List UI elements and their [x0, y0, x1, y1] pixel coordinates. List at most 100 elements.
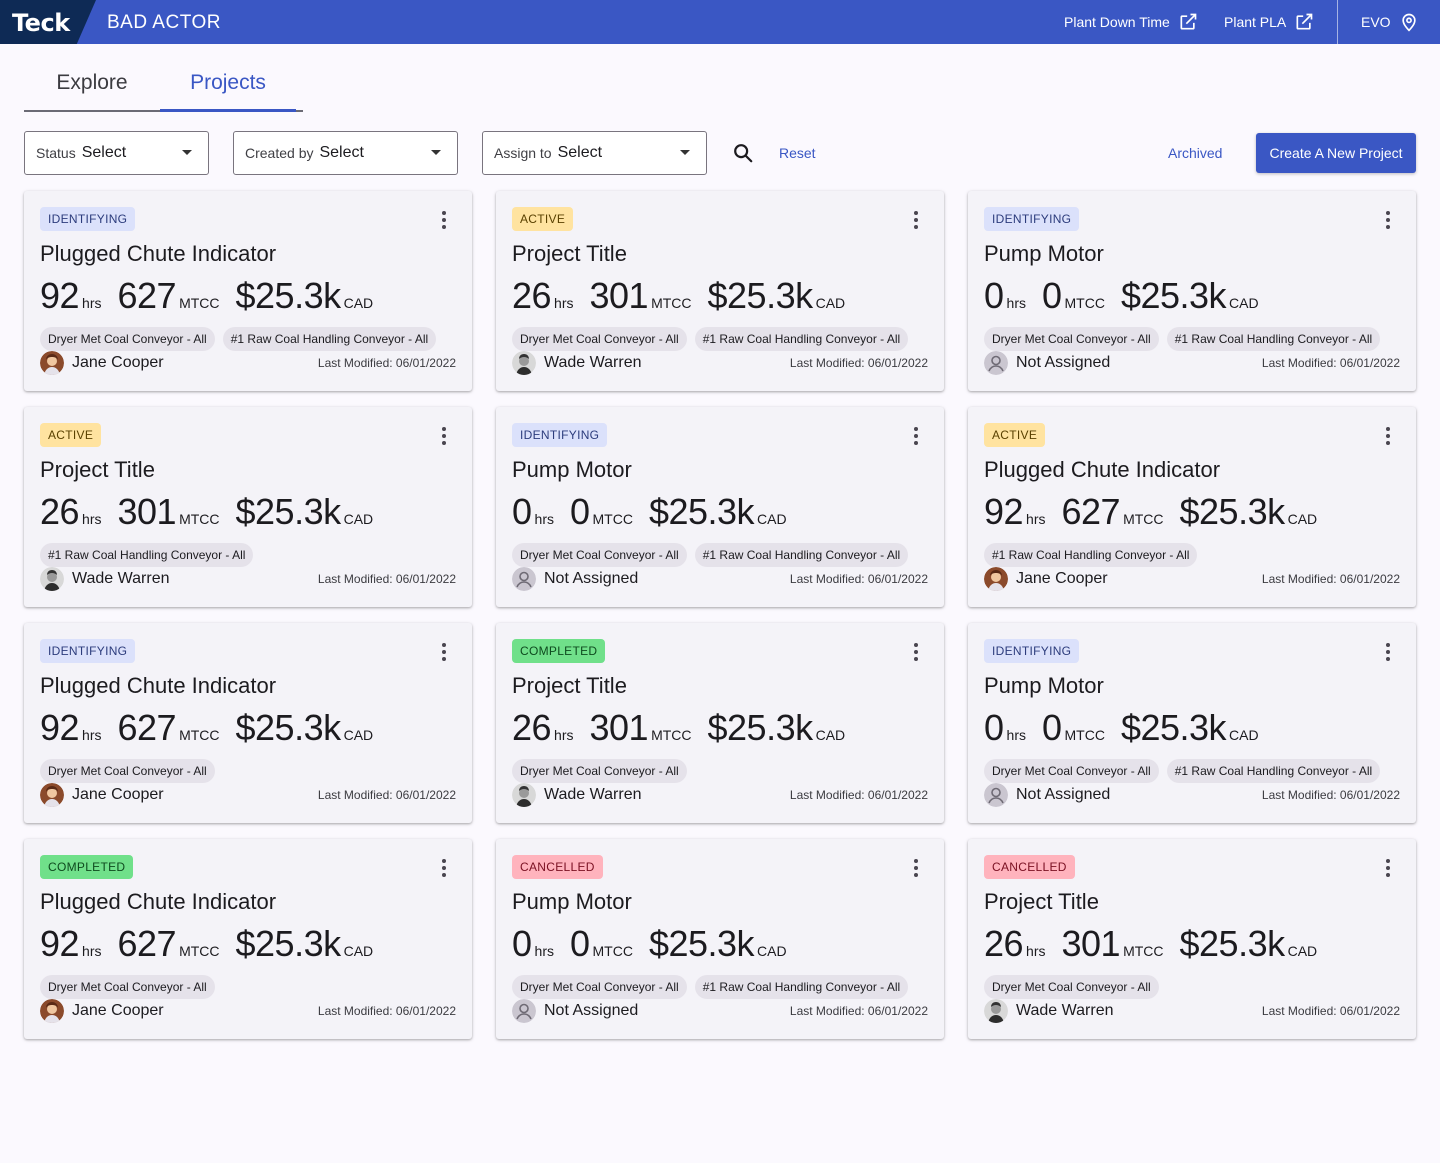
hours-unit: hrs — [534, 511, 554, 527]
avatar — [40, 567, 64, 591]
status-badge: IDENTIFYING — [40, 639, 136, 663]
caret-down-icon — [431, 150, 441, 155]
archived-link[interactable]: Archived — [1168, 145, 1223, 161]
avatar — [512, 567, 536, 591]
reset-link[interactable]: Reset — [779, 145, 816, 161]
assign-to-filter-label: Assign to — [494, 145, 552, 161]
mtcc-unit: MTCC — [592, 511, 633, 527]
project-card[interactable]: CANCELLED Pump Motor 0 hrs 0 MTCC $25.3k… — [496, 839, 944, 1039]
mtcc-unit: MTCC — [1123, 511, 1164, 527]
area-tag: Dryer Met Coal Conveyor - All — [984, 975, 1159, 999]
project-card[interactable]: COMPLETED Project Title 26 hrs 301 MTCC … — [496, 623, 944, 823]
area-tag: #1 Raw Coal Handling Conveyor - All — [1166, 327, 1381, 351]
status-badge: IDENTIFYING — [984, 639, 1080, 663]
hours-value: 92 — [984, 491, 1024, 532]
last-modified: Last Modified: 06/01/2022 — [1261, 356, 1400, 370]
area-tag: Dryer Met Coal Conveyor - All — [40, 759, 215, 783]
assignee-name: Jane Cooper — [72, 786, 164, 803]
more-options-icon[interactable] — [908, 426, 924, 446]
more-options-icon[interactable] — [1380, 642, 1396, 662]
area-tags: Dryer Met Coal Conveyor - All — [40, 759, 215, 783]
assignee: Not Assigned — [984, 351, 1110, 375]
created-by-filter[interactable]: Created by Select — [233, 131, 458, 175]
location-pin-icon — [1401, 13, 1416, 32]
hours-value: 0 — [984, 275, 1004, 316]
hours-value: 92 — [40, 923, 80, 964]
avatar — [984, 351, 1008, 375]
area-tags: Dryer Met Coal Conveyor - All #1 Raw Coal… — [512, 327, 909, 351]
hours-value: 26 — [512, 707, 552, 748]
assignee-name: Jane Cooper — [72, 354, 164, 371]
assignee-name: Wade Warren — [72, 570, 170, 587]
teck-logo[interactable]: Teck — [0, 0, 96, 44]
evo-label: EVO — [1361, 14, 1391, 30]
project-metrics: 26 hrs 301 MTCC $25.3k CAD — [984, 923, 1333, 964]
project-card[interactable]: IDENTIFYING Pump Motor 0 hrs 0 MTCC $25.… — [968, 191, 1416, 391]
more-options-icon[interactable] — [1380, 210, 1396, 230]
hours-unit: hrs — [1026, 943, 1046, 959]
assign-to-filter[interactable]: Assign to Select — [482, 131, 707, 175]
status-badge: IDENTIFYING — [512, 423, 608, 447]
area-tag: #1 Raw Coal Handling Conveyor - All — [694, 327, 909, 351]
project-card[interactable]: COMPLETED Plugged Chute Indicator 92 hrs… — [24, 839, 472, 1039]
project-card[interactable]: IDENTIFYING Plugged Chute Indicator 92 h… — [24, 191, 472, 391]
assignee: Wade Warren — [512, 351, 642, 375]
status-badge: CANCELLED — [512, 855, 603, 879]
area-tag: Dryer Met Coal Conveyor - All — [512, 327, 687, 351]
avatar — [984, 999, 1008, 1023]
assignee-name: Not Assigned — [544, 1002, 639, 1019]
last-modified: Last Modified: 06/01/2022 — [317, 356, 456, 370]
mtcc-value: 301 — [1061, 923, 1121, 964]
create-project-button[interactable]: Create A New Project — [1256, 133, 1416, 173]
evo-link[interactable]: EVO — [1361, 12, 1419, 32]
more-options-icon[interactable] — [436, 858, 452, 878]
project-title: Project Title — [512, 673, 627, 698]
project-card[interactable]: ACTIVE Project Title 26 hrs 301 MTCC $25… — [24, 407, 472, 607]
project-card[interactable]: CANCELLED Project Title 26 hrs 301 MTCC … — [968, 839, 1416, 1039]
header-divider — [1337, 0, 1338, 44]
tab-explore[interactable]: Explore — [56, 71, 128, 94]
more-options-icon[interactable] — [908, 642, 924, 662]
last-modified: Last Modified: 06/01/2022 — [317, 572, 456, 586]
plant-down-time-link[interactable]: Plant Down Time — [1064, 12, 1198, 32]
plant-pla-link[interactable]: Plant PLA — [1224, 12, 1314, 32]
more-options-icon[interactable] — [908, 858, 924, 878]
more-options-icon[interactable] — [1380, 426, 1396, 446]
cost-value: $25.3k — [707, 707, 814, 748]
plant-down-time-label: Plant Down Time — [1064, 14, 1170, 30]
avatar — [984, 783, 1008, 807]
cost-value: $25.3k — [707, 275, 814, 316]
external-link-icon — [1180, 13, 1197, 30]
more-options-icon[interactable] — [436, 426, 452, 446]
area-tag: Dryer Met Coal Conveyor - All — [984, 759, 1159, 783]
hours-value: 26 — [512, 275, 552, 316]
area-tags: Dryer Met Coal Conveyor - All — [40, 975, 215, 999]
cost-unit: CAD — [343, 295, 374, 311]
more-options-icon[interactable] — [1380, 858, 1396, 878]
status-filter[interactable]: Status Select — [24, 131, 209, 175]
hours-unit: hrs — [554, 727, 574, 743]
status-filter-label: Status — [36, 145, 76, 161]
area-tag: Dryer Met Coal Conveyor - All — [40, 327, 215, 351]
project-card[interactable]: IDENTIFYING Plugged Chute Indicator 92 h… — [24, 623, 472, 823]
area-tags: Dryer Met Coal Conveyor - All #1 Raw Coal… — [512, 975, 909, 999]
project-card[interactable]: IDENTIFYING Pump Motor 0 hrs 0 MTCC $25.… — [968, 623, 1416, 823]
project-card[interactable]: ACTIVE Plugged Chute Indicator 92 hrs 62… — [968, 407, 1416, 607]
assignee-name: Jane Cooper — [72, 1002, 164, 1019]
project-card[interactable]: ACTIVE Project Title 26 hrs 301 MTCC $25… — [496, 191, 944, 391]
project-title: Plugged Chute Indicator — [40, 673, 277, 698]
mtcc-unit: MTCC — [1064, 295, 1105, 311]
status-filter-value: Select — [81, 144, 127, 161]
project-metrics: 26 hrs 301 MTCC $25.3k CAD — [512, 707, 861, 748]
hours-value: 92 — [40, 707, 80, 748]
hours-unit: hrs — [554, 295, 574, 311]
more-options-icon[interactable] — [908, 210, 924, 230]
project-metrics: 92 hrs 627 MTCC $25.3k CAD — [984, 491, 1333, 532]
tab-projects[interactable]: Projects — [160, 56, 296, 112]
more-options-icon[interactable] — [436, 210, 452, 230]
search-icon[interactable] — [732, 142, 754, 164]
mtcc-value: 0 — [1041, 707, 1062, 748]
project-card[interactable]: IDENTIFYING Pump Motor 0 hrs 0 MTCC $25.… — [496, 407, 944, 607]
status-badge: IDENTIFYING — [40, 207, 136, 231]
more-options-icon[interactable] — [436, 642, 452, 662]
